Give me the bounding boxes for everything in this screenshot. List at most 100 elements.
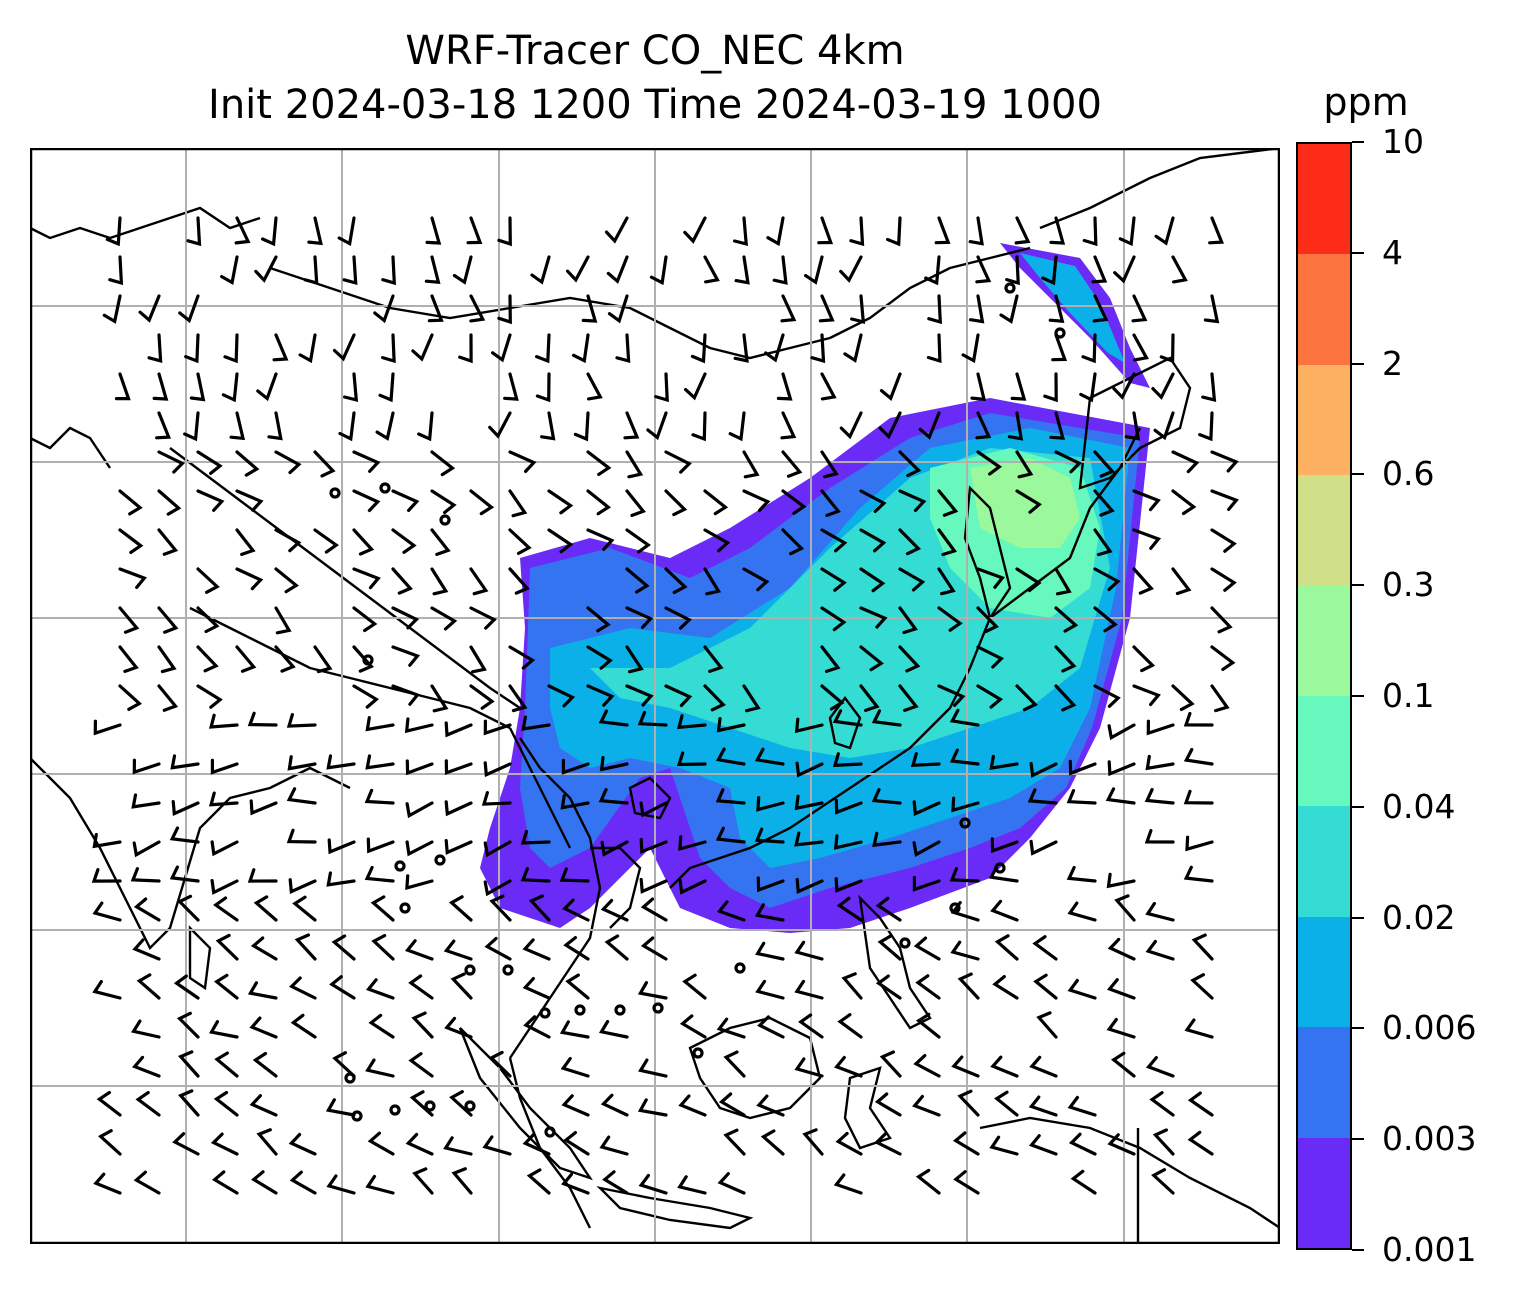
wind-barb (352, 489, 381, 513)
wind-barb (976, 567, 1006, 589)
wind-barb (365, 1058, 395, 1078)
wind-barb (444, 1016, 473, 1039)
wind-barb (223, 333, 239, 364)
wind-barb (742, 450, 760, 479)
wind-barb (93, 719, 122, 736)
wind-barb (1145, 754, 1175, 771)
calm-wind-marker (464, 1100, 476, 1112)
colorbar-tick (1352, 473, 1364, 476)
wind-barb (331, 934, 356, 961)
wind-barb (755, 941, 785, 961)
colorbar-tick-label: 2 (1382, 343, 1403, 383)
wind-barb (756, 876, 785, 893)
wind-barb (235, 645, 257, 673)
wind-barb (1106, 872, 1136, 889)
wind-barb (604, 216, 629, 244)
wind-barb (1153, 411, 1175, 441)
wind-barb (716, 717, 746, 733)
wind-barb (1107, 937, 1136, 961)
wind-barb (235, 450, 260, 477)
wind-barb (288, 1132, 317, 1156)
wind-barb (1054, 645, 1077, 673)
wind-barb (975, 411, 992, 440)
wind-barb (411, 333, 434, 362)
calm-wind-marker (544, 1126, 556, 1138)
coastline-new-guinea (979, 1116, 1280, 1229)
wind-barb (352, 528, 375, 556)
wind-barb (132, 1055, 161, 1078)
calm-wind-marker (1004, 282, 1016, 294)
wind-barb (1210, 684, 1230, 713)
border-china-west (169, 447, 521, 709)
wind-barb (1171, 567, 1192, 596)
wind-barb (251, 1170, 278, 1195)
colorbar-tick-label: 4 (1382, 232, 1403, 272)
wind-barb (640, 897, 668, 922)
wind-barb (1201, 372, 1217, 402)
wind-barb (841, 972, 863, 1000)
wind-barb (1113, 255, 1136, 284)
wind-barb (118, 567, 147, 589)
wind-barb (130, 867, 161, 883)
wind-barb (586, 450, 612, 476)
wind-barb (678, 1094, 707, 1117)
wind-barb (1093, 489, 1115, 517)
wind-barb (802, 1128, 824, 1156)
wind-barb (209, 1020, 239, 1039)
wind-barb (1043, 372, 1058, 403)
wind-barb (274, 450, 302, 475)
wind-barb (178, 1089, 200, 1117)
wind-barb (1210, 528, 1237, 553)
wind-barb (561, 898, 590, 922)
wind-barb (794, 831, 824, 847)
wind-barb (214, 1051, 239, 1078)
wind-barb (766, 216, 785, 247)
wind-barb (1093, 450, 1115, 478)
wind-barb (448, 895, 473, 922)
wind-barb (968, 294, 985, 324)
wind-barb (839, 255, 863, 283)
wind-barb (371, 934, 395, 961)
wind-barb (521, 715, 551, 731)
wind-barb (522, 977, 551, 1000)
calm-wind-marker (692, 1047, 704, 1059)
wind-barb (1049, 216, 1066, 245)
wind-barb (1107, 723, 1136, 741)
wind-barb (247, 981, 278, 1000)
wind-barb (625, 645, 644, 674)
wind-barb (1210, 645, 1236, 671)
wind-barb (417, 411, 434, 442)
wind-barb (664, 489, 688, 517)
wind-barb (849, 216, 865, 247)
wind-barb (102, 294, 122, 324)
wind-barb (837, 1013, 863, 1039)
colorbar-tick (1352, 1249, 1364, 1251)
wind-barb (267, 411, 283, 441)
wind-barb (365, 978, 395, 1000)
wind-barb (1171, 450, 1200, 474)
wind-barb (953, 1170, 980, 1195)
wind-barb (999, 294, 1019, 324)
wind-barb (189, 372, 206, 402)
wind-barb (820, 684, 845, 711)
wind-barb (859, 645, 884, 672)
wind-barb (718, 1092, 746, 1117)
wind-barb (1198, 411, 1214, 442)
wind-barb (443, 1136, 473, 1156)
wind-barb (1036, 1011, 1058, 1039)
wind-barb (754, 827, 785, 844)
wind-barb (559, 1020, 590, 1039)
wind-barb (1081, 333, 1097, 364)
wind-barb (326, 871, 356, 887)
wind-barb (1054, 567, 1072, 596)
colorbar-tick (1352, 1138, 1364, 1141)
wind-barb (976, 450, 1003, 476)
wind-barb (338, 411, 356, 442)
wind-barb (625, 528, 651, 554)
wind-barb (452, 255, 473, 285)
wind-barb (391, 684, 421, 706)
wind-barb (950, 940, 980, 961)
wind-barb (252, 1051, 278, 1078)
wind-barb (171, 800, 200, 816)
wind-barb (210, 879, 239, 895)
